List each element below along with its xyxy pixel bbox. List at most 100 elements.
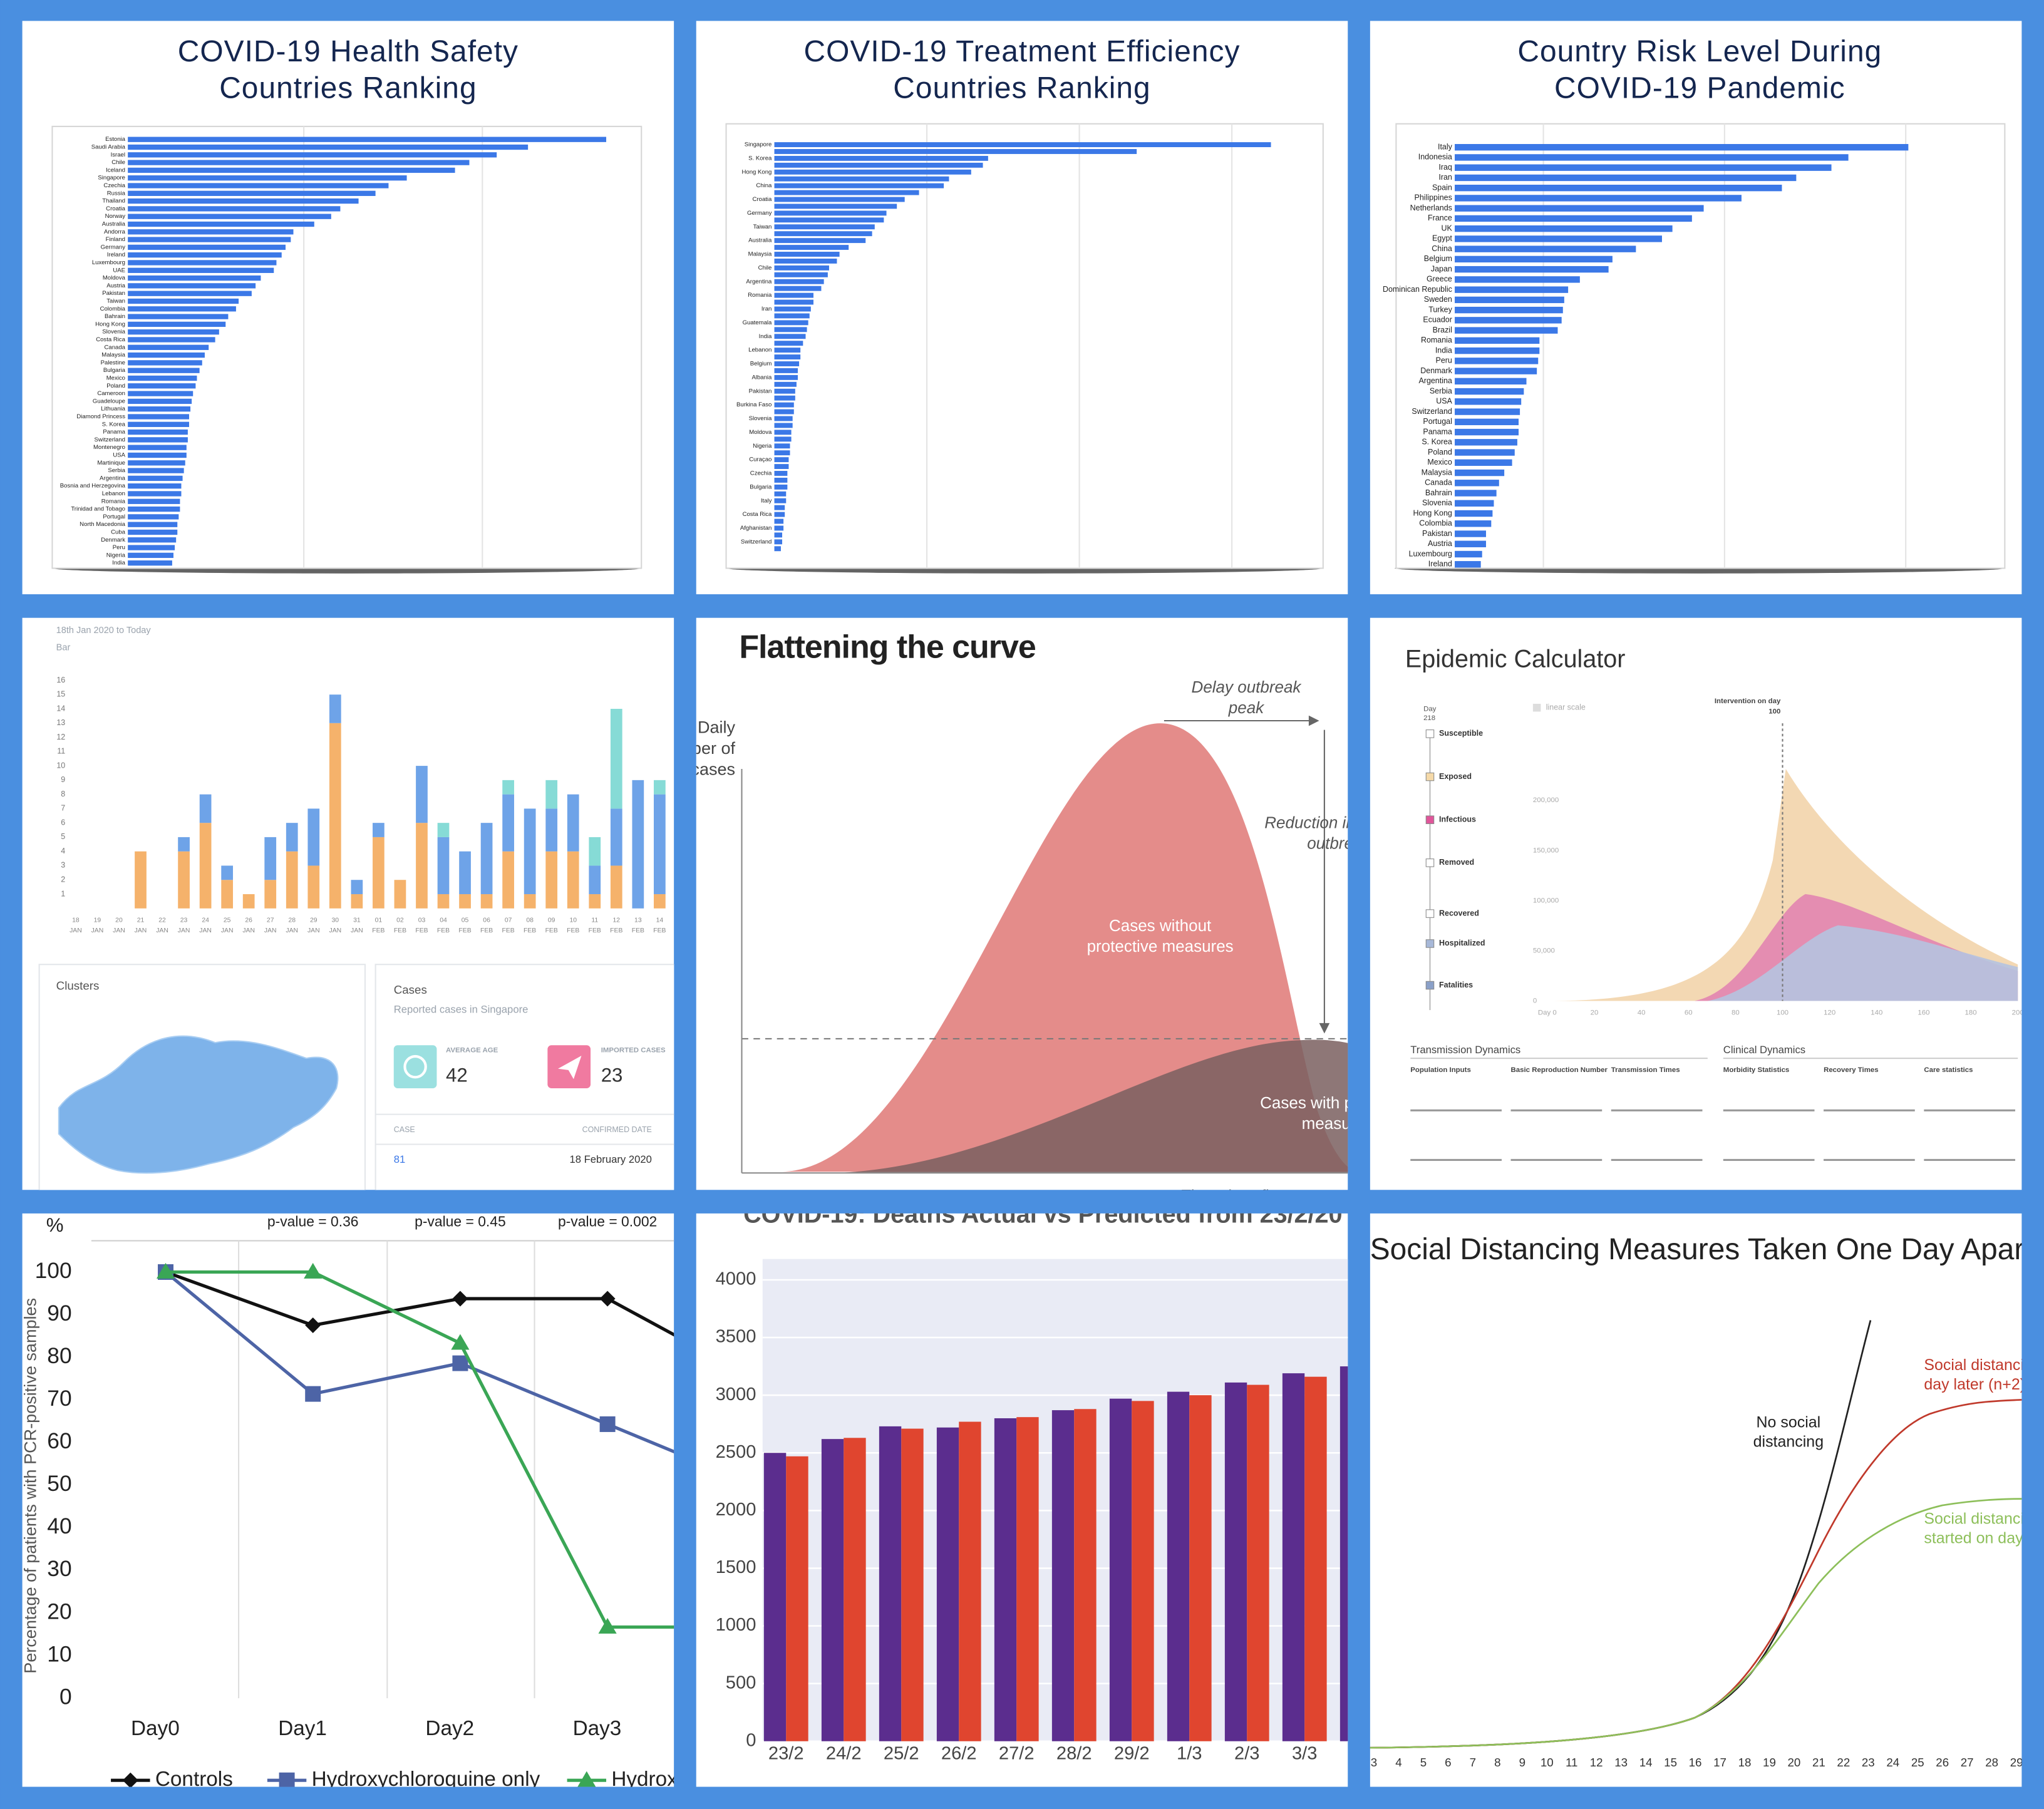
bar-segment <box>135 851 147 909</box>
bar <box>1455 143 1909 151</box>
x-tick-label: 28 JAN <box>286 917 298 934</box>
x-tick-label: 15 <box>1664 1756 1677 1769</box>
y-label: cases <box>691 760 735 778</box>
subsection-title: Morbidity Statistics <box>1723 1066 1790 1074</box>
checkbox <box>1425 909 1435 918</box>
x-tick-label: 21 JAN <box>135 917 147 934</box>
bar <box>128 344 209 350</box>
bar <box>774 388 795 394</box>
bar <box>1189 1395 1212 1741</box>
bar <box>1455 418 1519 426</box>
bar <box>128 360 202 366</box>
x-tick-label: 25 JAN <box>221 917 234 934</box>
bar <box>1247 1384 1269 1741</box>
category-label: Guatemala <box>743 319 772 326</box>
bar-segment <box>545 780 558 809</box>
bar <box>1455 428 1519 436</box>
x-tick-label: 25 <box>1911 1756 1924 1769</box>
category-label: Panama <box>1423 427 1452 436</box>
category-label: Estonia <box>105 136 126 143</box>
bar <box>128 421 189 427</box>
bar <box>774 464 789 469</box>
panel: Flattening the curve Daily number of cases D… <box>691 617 1348 1190</box>
y-tick-label: 0 <box>1533 997 1537 1005</box>
bar <box>1455 388 1524 395</box>
x-tick-day: 28 <box>288 917 296 924</box>
bar <box>128 167 455 173</box>
category-label: Finland <box>106 236 125 243</box>
x-tick-month: FEB <box>437 927 450 934</box>
category-label: Serbia <box>108 467 125 474</box>
icon-glyph <box>558 1055 582 1080</box>
x-tick-month: FEB <box>502 927 515 934</box>
bar <box>774 224 875 230</box>
bar-segment <box>589 837 601 866</box>
x-tick-label: 22 <box>1837 1756 1850 1769</box>
bar <box>128 252 282 258</box>
bar <box>774 416 793 421</box>
bar <box>1455 398 1522 405</box>
category-label: Serbia <box>1430 386 1452 395</box>
category-label: Romania <box>101 498 126 505</box>
bar <box>128 475 183 482</box>
category-label: North Macedonia <box>80 521 126 528</box>
x-tick-month: JAN <box>199 927 212 934</box>
bar-segment <box>654 794 666 894</box>
category-label: Andorra <box>104 229 126 235</box>
table-cell: 18 February 2020 <box>570 1153 652 1165</box>
x-tick-day: 11 <box>591 917 598 924</box>
category-label: Bulgaria <box>103 367 126 374</box>
x-tick-month: FEB <box>372 927 385 934</box>
category-label: Diamond Princess <box>76 413 125 420</box>
bar <box>128 506 180 512</box>
x-tick-label: 11 FEB <box>589 917 601 934</box>
x-tick-day: 26 <box>245 917 252 924</box>
x-tick-month: FEB <box>524 927 536 934</box>
bar <box>1455 439 1517 446</box>
y-label: Percentage of patients with PCR-positive… <box>21 1298 39 1674</box>
y-tick-label: 50 <box>47 1471 71 1496</box>
average-age: 42 <box>446 1064 468 1086</box>
category-label: Slovenia <box>1422 498 1452 507</box>
cases-title: Cases <box>394 983 427 996</box>
bar-segment <box>351 880 363 894</box>
x-tick-label: 12 <box>1590 1756 1603 1769</box>
bar-segment <box>437 894 450 909</box>
icon <box>393 1045 437 1088</box>
y-tick-label: 9 <box>61 775 65 784</box>
bar <box>1455 184 1782 192</box>
bar <box>774 532 783 538</box>
legend-marker <box>279 1772 295 1787</box>
bar-segment <box>610 709 622 809</box>
category-label: UAE <box>113 267 125 274</box>
bar-segment <box>264 837 277 880</box>
bar <box>1455 245 1636 252</box>
bar-segment <box>221 880 234 909</box>
bar <box>128 375 197 381</box>
bar <box>128 267 274 273</box>
category-label: Slovenia <box>102 329 125 336</box>
bar-segment <box>178 851 190 909</box>
category-label: Egypt <box>1432 234 1452 243</box>
category-label: Argentina <box>1418 376 1452 385</box>
y-tick-label: 20 <box>47 1599 71 1624</box>
table-cell: 81 <box>394 1153 406 1165</box>
bar <box>128 214 331 219</box>
bar <box>774 279 824 284</box>
x-tick-label: Day1 <box>278 1717 327 1740</box>
x-tick-label: 04 FEB <box>437 917 450 934</box>
category-label: Dominican Republic <box>1383 285 1452 294</box>
curve-with-measures <box>834 1039 1348 1173</box>
bar <box>128 198 359 204</box>
category-label: India <box>1435 346 1452 354</box>
category-label: Belgium <box>750 361 772 368</box>
bar <box>774 204 897 209</box>
bar <box>774 471 788 476</box>
category-label: Malaysia <box>748 251 772 258</box>
bar <box>774 348 801 353</box>
annotation: p-value = 0.36 <box>267 1213 359 1229</box>
x-tick-day: 03 <box>418 917 426 924</box>
bar <box>1455 480 1499 487</box>
bar <box>994 1418 1017 1741</box>
